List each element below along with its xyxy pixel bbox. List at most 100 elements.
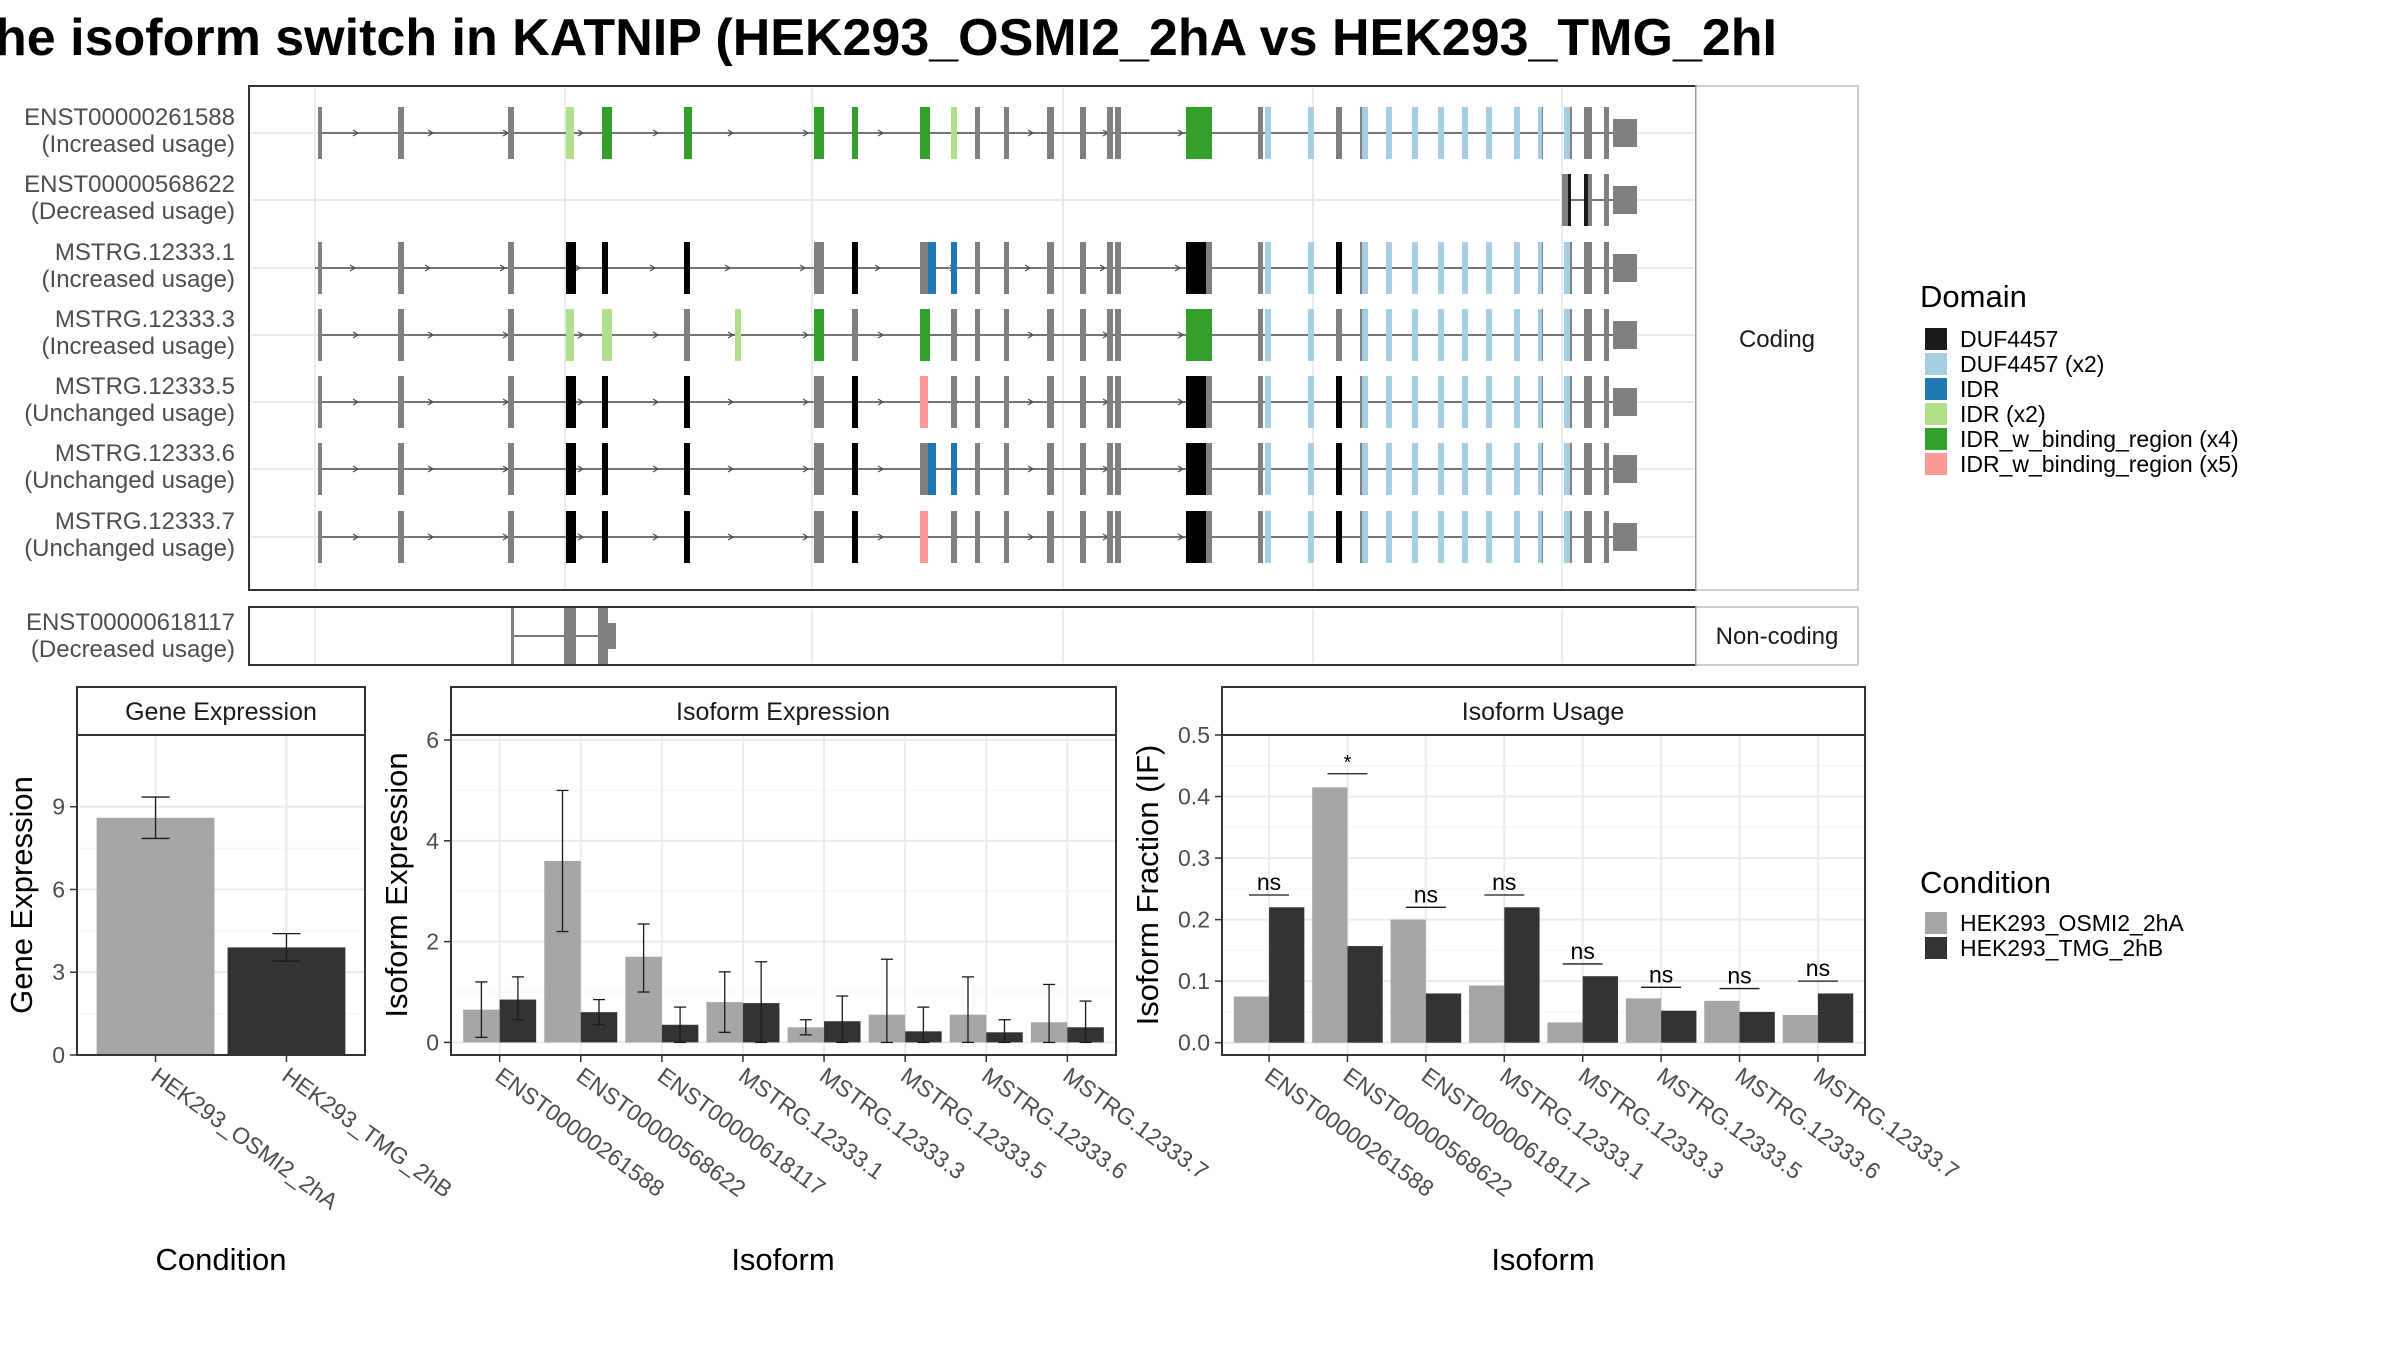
strand-arrow bbox=[352, 398, 360, 406]
isoform-usage-ylabel: Isoform Fraction (IF) bbox=[1130, 745, 1165, 1026]
noncoding-transcript-row bbox=[511, 608, 616, 664]
x-tick-label: MSTRG.12333.3 bbox=[1574, 1062, 1729, 1184]
exon bbox=[814, 376, 824, 428]
domain-segment bbox=[1538, 309, 1542, 361]
panel-border bbox=[76, 734, 366, 1056]
domain-legend-title: Domain bbox=[1920, 279, 2027, 314]
domain-legend-swatch bbox=[1925, 353, 1947, 375]
transcript-row bbox=[318, 309, 1637, 361]
condition-legend-label: HEK293_TMG_2hB bbox=[1960, 935, 2163, 961]
domain-segment bbox=[602, 309, 612, 361]
exon bbox=[1004, 443, 1009, 495]
domain-segment bbox=[1336, 443, 1342, 495]
domain-segment bbox=[1564, 309, 1570, 361]
domain-segment bbox=[1438, 242, 1444, 294]
strand-arrow bbox=[1027, 465, 1035, 473]
y-tick-label: 9 bbox=[52, 794, 65, 820]
domain-segment bbox=[1514, 242, 1520, 294]
bar bbox=[1269, 907, 1305, 1043]
strand-arrow bbox=[1177, 129, 1185, 137]
exon bbox=[1107, 376, 1113, 428]
exon bbox=[1047, 309, 1054, 361]
transcript-id: MSTRG.12333.5 bbox=[55, 373, 235, 400]
domain-segment bbox=[1514, 443, 1520, 495]
transcript-row bbox=[315, 242, 1637, 294]
exon bbox=[1604, 309, 1609, 361]
domain-segment bbox=[1412, 376, 1418, 428]
exon bbox=[1004, 376, 1009, 428]
transcript-id: MSTRG.12333.1 bbox=[55, 239, 235, 266]
exon bbox=[1258, 376, 1263, 428]
exon bbox=[398, 242, 404, 294]
strand-arrow bbox=[724, 264, 732, 272]
strand-arrow bbox=[574, 264, 582, 272]
x-tick-label: MSTRG.12333.3 bbox=[815, 1062, 970, 1184]
domain-segment bbox=[1362, 376, 1368, 428]
exon bbox=[1613, 388, 1637, 416]
domain-segment bbox=[566, 309, 574, 361]
domain-segment bbox=[951, 242, 957, 294]
transcript-usage: (Increased usage) bbox=[42, 131, 235, 158]
domain-segment bbox=[1336, 511, 1342, 563]
strand-arrow bbox=[1027, 398, 1035, 406]
exon bbox=[1004, 242, 1009, 294]
coding-transcript-rows bbox=[315, 107, 1637, 563]
domain-segment bbox=[1265, 376, 1271, 428]
bar bbox=[1425, 993, 1462, 1043]
transcript-usage: (Increased usage) bbox=[42, 333, 235, 360]
condition-legend-label: HEK293_OSMI2_2hA bbox=[1960, 910, 2184, 936]
transcript-row bbox=[1562, 174, 1637, 226]
domain-segment bbox=[1538, 443, 1542, 495]
domain-segment bbox=[1438, 376, 1444, 428]
domain-segment bbox=[1386, 107, 1392, 159]
domain-segment bbox=[814, 107, 824, 159]
domain-segment bbox=[1362, 309, 1368, 361]
domain-legend-swatch bbox=[1925, 328, 1947, 350]
strand-arrow bbox=[427, 533, 435, 541]
strand-arrow bbox=[652, 331, 660, 339]
domain-segment bbox=[1412, 443, 1418, 495]
transcript-usage: (Unchanged usage) bbox=[24, 467, 235, 494]
domain-segment bbox=[684, 242, 690, 294]
strand-arrow bbox=[1174, 264, 1182, 272]
domain-segment bbox=[1265, 443, 1271, 495]
exon bbox=[1115, 242, 1121, 294]
exon bbox=[398, 443, 404, 495]
strand-arrow bbox=[649, 264, 657, 272]
exon bbox=[1004, 511, 1009, 563]
strand-arrow bbox=[427, 465, 435, 473]
domain-segment bbox=[1538, 107, 1542, 159]
exon bbox=[1115, 309, 1121, 361]
domain-legend-swatch bbox=[1925, 428, 1947, 450]
domain-segment bbox=[1486, 107, 1492, 159]
domain-segment bbox=[1438, 309, 1444, 361]
exon bbox=[1080, 511, 1086, 563]
exon bbox=[975, 107, 980, 159]
y-tick-label: 4 bbox=[426, 828, 439, 854]
domain-segment bbox=[1186, 376, 1206, 428]
domain-segment bbox=[1564, 376, 1570, 428]
exon bbox=[1080, 443, 1086, 495]
strand-arrow bbox=[1177, 331, 1185, 339]
gene-expression-xlabel: Condition bbox=[156, 1242, 287, 1277]
exon bbox=[508, 242, 514, 294]
strand-arrow bbox=[727, 465, 735, 473]
strand-arrow bbox=[727, 129, 735, 137]
exon bbox=[1613, 186, 1637, 214]
domain-segment bbox=[1386, 242, 1392, 294]
noncoding-transcript-usage: (Decreased usage) bbox=[31, 636, 235, 663]
exon bbox=[1584, 309, 1592, 361]
exon bbox=[1258, 511, 1263, 563]
strand-arrow bbox=[1027, 129, 1035, 137]
exon bbox=[1080, 107, 1086, 159]
domain-segment bbox=[920, 511, 928, 563]
domain-legend-label: IDR_w_binding_region (x5) bbox=[1960, 451, 2239, 477]
transcript-row bbox=[318, 511, 1637, 563]
domain-segment bbox=[951, 107, 957, 159]
transcript-id: MSTRG.12333.3 bbox=[55, 306, 235, 333]
domain-segment bbox=[852, 107, 858, 159]
transcript-usage: (Unchanged usage) bbox=[24, 535, 235, 562]
exon bbox=[1047, 107, 1054, 159]
exon bbox=[1004, 309, 1009, 361]
